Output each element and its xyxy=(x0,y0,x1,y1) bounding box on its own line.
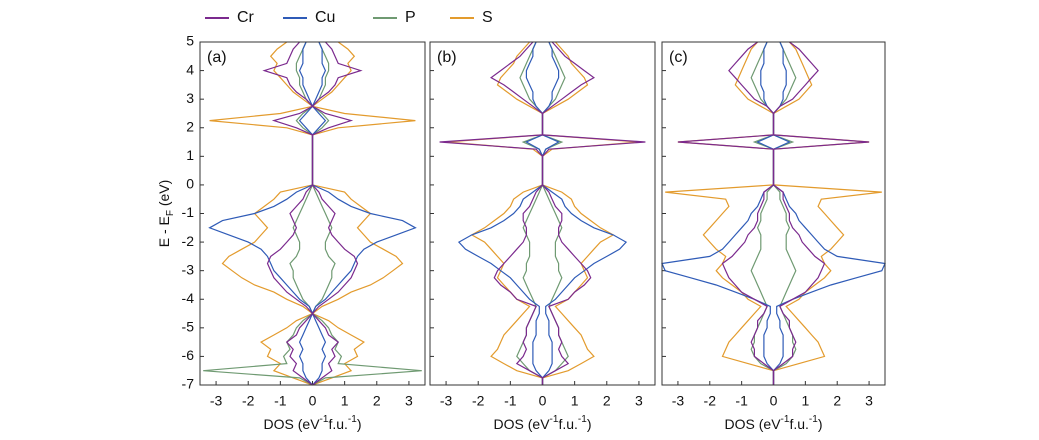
x-axis-label-part: -1 xyxy=(578,414,587,425)
dos-line xyxy=(541,41,639,385)
dos-line xyxy=(457,41,544,385)
dos-line xyxy=(541,41,628,385)
y-tick-label: 2 xyxy=(186,118,194,134)
y-tick-label: 5 xyxy=(186,33,194,49)
dos-line xyxy=(661,41,775,385)
x-tick-label: -2 xyxy=(242,393,255,409)
y-tick-label: 4 xyxy=(186,61,194,77)
x-tick-label: 3 xyxy=(405,393,413,409)
dos-line xyxy=(772,41,886,385)
x-axis-label-part: ) xyxy=(587,416,592,432)
y-axis-label-part: (eV) xyxy=(156,180,172,210)
y-tick-label: -1 xyxy=(182,204,195,220)
dos-line xyxy=(677,41,775,385)
dos-line xyxy=(439,41,544,385)
dos-line xyxy=(541,41,569,385)
panel-label: (c) xyxy=(669,49,688,66)
x-tick-label: -3 xyxy=(440,393,453,409)
panel-frame xyxy=(199,41,426,386)
x-axis-label-part: ) xyxy=(818,416,823,432)
x-tick-label: 0 xyxy=(309,393,317,409)
x-axis-label-part: DOS (eV xyxy=(725,416,782,432)
x-axis-label-part: f.u. xyxy=(328,416,347,432)
legend-label: S xyxy=(482,9,493,26)
x-axis-label-part: -1 xyxy=(348,414,357,425)
legend-label: Cu xyxy=(315,9,335,26)
x-axis-label-part: ) xyxy=(357,416,362,432)
x-axis-label-part: -1 xyxy=(320,414,329,425)
x-axis-label-part: DOS (eV xyxy=(264,416,321,432)
panel-label: (b) xyxy=(437,49,457,66)
x-axis-label-part: f.u. xyxy=(558,416,577,432)
dos-line xyxy=(311,41,363,386)
dos-line xyxy=(208,41,314,386)
x-tick-label: 2 xyxy=(603,393,611,409)
x-tick-label: -1 xyxy=(274,393,287,409)
y-tick-label: 0 xyxy=(186,176,194,192)
x-tick-label: 2 xyxy=(373,393,381,409)
x-tick-label: -1 xyxy=(504,393,517,409)
y-axis-label-part: E - E xyxy=(156,216,172,247)
y-tick-label: -2 xyxy=(182,233,195,249)
dos-line xyxy=(311,41,417,386)
dos-line xyxy=(665,41,775,385)
y-tick-label: 1 xyxy=(186,147,194,163)
panel-frame xyxy=(429,41,656,386)
x-axis-label-part: DOS (eV xyxy=(494,416,551,432)
y-tick-label: -3 xyxy=(182,261,195,277)
x-tick-label: 3 xyxy=(865,393,873,409)
y-axis-label: E - EF (eV) xyxy=(156,180,176,248)
dos-line xyxy=(541,41,646,385)
x-axis-label-part: -1 xyxy=(809,414,818,425)
x-axis-label: DOS (eV-1f.u.-1) xyxy=(264,414,362,432)
x-tick-label: -2 xyxy=(704,393,717,409)
x-axis-label-part: f.u. xyxy=(789,416,808,432)
x-tick-label: 2 xyxy=(833,393,841,409)
x-tick-label: -3 xyxy=(210,393,223,409)
y-tick-label: -6 xyxy=(182,347,195,363)
y-tick-label: -7 xyxy=(182,376,195,392)
y-tick-label: -5 xyxy=(182,319,195,335)
legend-label: P xyxy=(405,9,416,26)
x-axis-label-part: -1 xyxy=(550,414,559,425)
x-axis-label: DOS (eV-1f.u.-1) xyxy=(494,414,592,432)
x-tick-label: -2 xyxy=(472,393,485,409)
legend-label: Cr xyxy=(237,9,255,26)
dos-line xyxy=(446,41,544,385)
x-axis-label-part: -1 xyxy=(781,414,790,425)
x-tick-label: 1 xyxy=(341,393,349,409)
dos-line xyxy=(262,41,314,386)
panel-frame xyxy=(661,41,886,386)
panel-label: (a) xyxy=(207,49,227,66)
x-tick-label: 0 xyxy=(539,393,547,409)
y-tick-label: -4 xyxy=(182,290,195,306)
x-tick-label: 1 xyxy=(801,393,809,409)
y-axis-label-part: F xyxy=(165,210,176,216)
y-tick-label: 3 xyxy=(186,90,194,106)
x-tick-label: 1 xyxy=(571,393,579,409)
x-tick-label: -1 xyxy=(735,393,748,409)
dos-line xyxy=(772,41,882,385)
x-tick-label: 0 xyxy=(770,393,778,409)
x-tick-label: 3 xyxy=(635,393,643,409)
dos-line xyxy=(516,41,544,385)
dos-line xyxy=(772,41,870,385)
x-axis-label: DOS (eV-1f.u.-1) xyxy=(725,414,823,432)
x-tick-label: -3 xyxy=(672,393,685,409)
